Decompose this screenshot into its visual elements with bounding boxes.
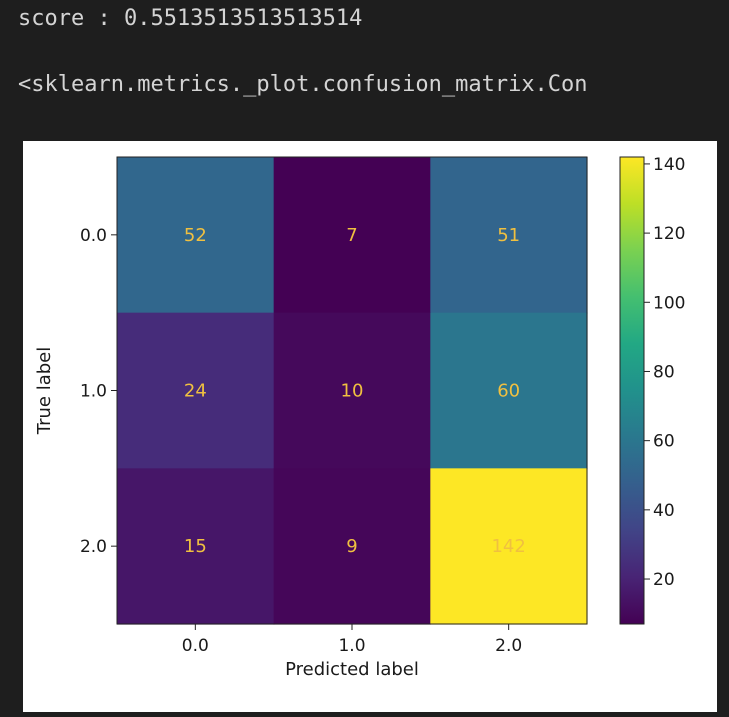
score-output-line: score : 0.5513513513513514	[18, 6, 363, 31]
display-object-repr-line: <sklearn.metrics._plot.confusion_matrix.…	[18, 72, 588, 97]
plot-output-panel: 52 7 51 24 10 60 15 9 142 0.0 1.0 2.0 0.0 1.0 2.0 Predi…	[23, 141, 717, 712]
x-tick-label: 0.0	[182, 636, 209, 656]
cell-value: 7	[346, 225, 357, 246]
matrix-cell	[273, 468, 431, 625]
matrix-cell	[273, 312, 431, 469]
colorbar-tick-label: 60	[653, 432, 675, 452]
colorbar-tick-label: 120	[653, 224, 685, 244]
cell-value: 15	[184, 536, 207, 557]
matrix-cell	[117, 312, 275, 469]
colorbar-tick-label: 140	[653, 155, 685, 175]
colorbar	[619, 156, 645, 625]
matrix-cell	[117, 157, 275, 314]
matrix-cell	[430, 312, 588, 469]
matrix-cell	[117, 468, 275, 625]
matrix-cell	[430, 157, 588, 314]
colorbar-tick-label: 100	[653, 293, 685, 313]
y-axis-label: True label	[34, 347, 55, 436]
colorbar-tick-label: 40	[653, 501, 675, 521]
y-tick-label: 0.0	[80, 226, 107, 246]
colorbar-tick-label: 80	[653, 362, 675, 382]
matrix-cell	[273, 157, 431, 314]
cell-value: 52	[184, 225, 207, 246]
cell-value: 10	[341, 381, 364, 402]
y-tick-label: 1.0	[80, 382, 107, 402]
cell-value: 142	[491, 536, 525, 557]
matrix-cell	[430, 468, 588, 625]
y-tick-label: 2.0	[80, 537, 107, 557]
x-tick-label: 1.0	[338, 636, 365, 656]
confusion-matrix-plot: 52 7 51 24 10 60 15 9 142 0.0 1.0 2.0 0.0 1.0 2.0 Predi…	[34, 155, 685, 680]
x-axis-label: Predicted label	[285, 659, 419, 680]
cell-value: 9	[346, 536, 357, 557]
colorbar-tick-label: 20	[653, 570, 675, 590]
x-tick-label: 2.0	[495, 636, 522, 656]
cell-value: 51	[497, 225, 520, 246]
cell-value: 60	[497, 381, 520, 402]
cell-value: 24	[184, 381, 207, 402]
